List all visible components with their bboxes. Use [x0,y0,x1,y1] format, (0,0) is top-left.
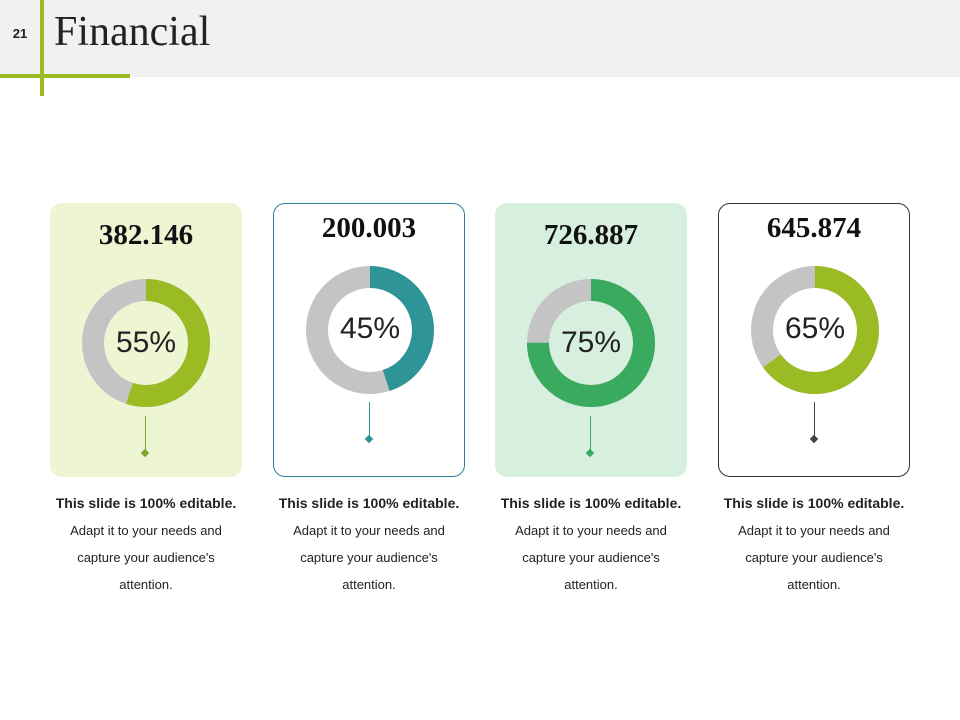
description-bold: This slide is 100% editable. [278,495,460,511]
pointer-line [145,416,146,452]
pointer-line [369,402,370,438]
donut-progress [751,266,879,394]
percent-label: 75% [560,326,622,359]
metric-card-1: 382.146 55% [50,203,242,477]
card-description-1: This slide is 100% editable. Adapt it to… [50,490,242,598]
description-text: Adapt it to your needs and capture your … [515,523,667,592]
metric-card-4: 645.874 65% [718,203,910,477]
metric-value: 200.003 [321,212,417,244]
percent-label: 55% [115,326,177,359]
pointer-tip [364,434,374,444]
accent-bar-vertical [40,0,44,96]
donut-chart [306,266,434,394]
donut-chart [527,279,655,407]
header-band [0,0,960,77]
card-description-2: This slide is 100% editable. Adapt it to… [273,490,465,598]
pointer-line [814,402,815,438]
description-text: Adapt it to your needs and capture your … [70,523,222,592]
pointer-line [590,416,591,452]
accent-bar-horizontal [0,74,130,78]
metric-card-3: 726.887 75% [495,203,687,477]
page-number: 21 [12,26,28,41]
metric-value: 382.146 [98,219,194,251]
pointer-tip [809,434,819,444]
card-description-3: This slide is 100% editable. Adapt it to… [495,490,687,598]
description-text: Adapt it to your needs and capture your … [738,523,890,592]
card-description-4: This slide is 100% editable. Adapt it to… [718,490,910,598]
donut-progress [306,266,434,394]
metric-value: 645.874 [766,212,862,244]
donut-progress [527,279,655,407]
description-text: Adapt it to your needs and capture your … [293,523,445,592]
description-bold: This slide is 100% editable. [500,495,682,511]
donut-chart [82,279,210,407]
metric-card-2: 200.003 45% [273,203,465,477]
description-bold: This slide is 100% editable. [723,495,905,511]
pointer-tip [140,448,150,458]
percent-label: 45% [339,312,401,345]
description-bold: This slide is 100% editable. [55,495,237,511]
metric-value: 726.887 [543,219,639,251]
page-title: Financial [54,9,211,55]
donut-chart [751,266,879,394]
percent-label: 65% [784,312,846,345]
pointer-tip [585,448,595,458]
donut-progress [82,279,210,407]
